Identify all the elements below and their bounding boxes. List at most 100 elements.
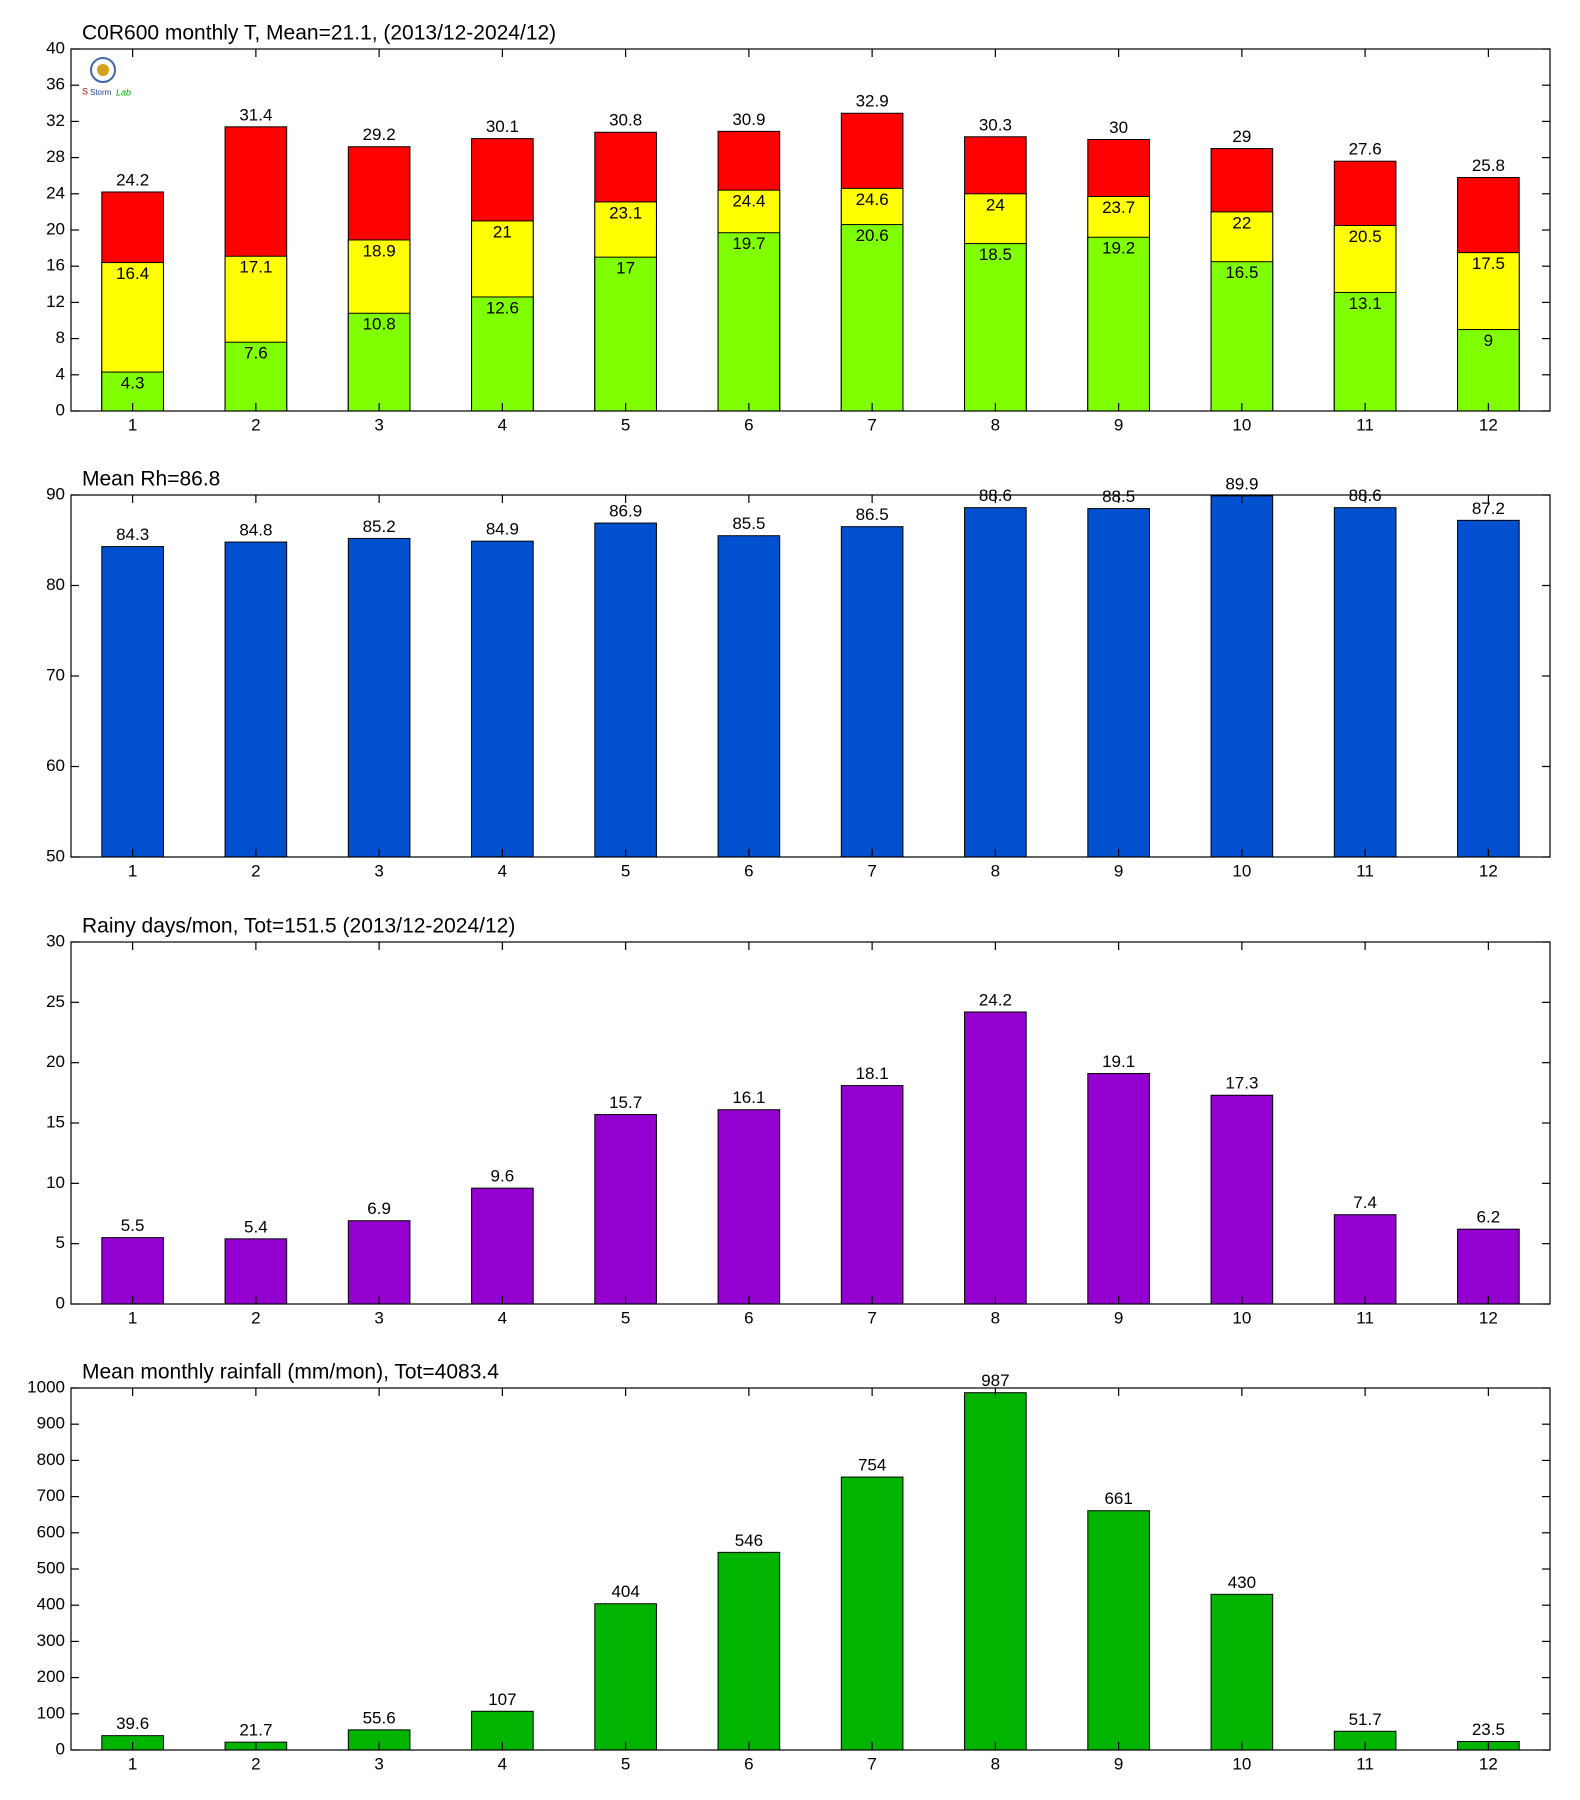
- svg-text:Storm: Storm: [90, 88, 112, 97]
- bar: [1457, 519, 1520, 858]
- y-tick-label: 8: [56, 328, 65, 347]
- y-tick-label: 200: [37, 1667, 65, 1686]
- y-tick-label: 28: [46, 147, 65, 166]
- value-label: 5.5: [121, 1216, 145, 1235]
- value-label: 18.5: [979, 245, 1012, 264]
- x-tick-label: 2: [251, 1308, 260, 1327]
- value-label: 21: [493, 222, 512, 241]
- x-tick-label: 11: [1356, 1754, 1374, 1773]
- svg-text:S: S: [82, 86, 88, 96]
- value-label: 10.8: [363, 315, 396, 334]
- value-label: 16.5: [1225, 263, 1258, 282]
- y-tick-label: 4: [56, 364, 65, 383]
- bar: [1087, 236, 1150, 412]
- bar: [964, 243, 1027, 412]
- x-tick-label: 10: [1232, 861, 1251, 880]
- x-tick-label: 1: [128, 1308, 137, 1327]
- value-label: 19.7: [732, 234, 765, 253]
- x-tick-label: 8: [991, 1754, 1000, 1773]
- bar: [347, 1220, 411, 1305]
- x-tick-label: 8: [991, 1308, 1000, 1327]
- y-tick-label: 600: [37, 1522, 65, 1541]
- x-tick-label: 6: [744, 1308, 753, 1327]
- y-tick-label: 20: [46, 219, 65, 238]
- y-tick-label: 800: [37, 1450, 65, 1469]
- y-tick-label: 32: [46, 111, 65, 130]
- y-tick-label: 30: [46, 931, 65, 950]
- bar: [840, 1085, 904, 1305]
- x-tick-label: 9: [1114, 1308, 1123, 1327]
- bar: [1457, 329, 1520, 412]
- x-tick-label: 3: [374, 415, 383, 434]
- value-label: 19.2: [1102, 239, 1135, 258]
- x-tick-label: 6: [744, 861, 753, 880]
- bar: [1210, 1094, 1274, 1305]
- value-label: 30.9: [732, 110, 765, 129]
- value-label: 661: [1104, 1489, 1132, 1508]
- y-tick-label: 20: [46, 1052, 65, 1071]
- x-tick-label: 3: [374, 861, 383, 880]
- value-label: 86.9: [609, 502, 642, 521]
- x-tick-label: 11: [1356, 1308, 1374, 1327]
- bar: [471, 296, 534, 412]
- value-label: 24.2: [979, 990, 1012, 1009]
- x-tick-label: 7: [867, 861, 876, 880]
- x-tick-label: 2: [251, 861, 260, 880]
- bar: [1210, 261, 1274, 412]
- value-label: 84.9: [486, 520, 519, 539]
- value-label: 17.1: [239, 258, 272, 277]
- y-tick-label: 60: [46, 756, 65, 775]
- value-label: 107: [488, 1690, 516, 1709]
- x-tick-label: 2: [251, 415, 260, 434]
- y-tick-label: 0: [56, 1739, 65, 1758]
- x-tick-label: 4: [498, 1754, 507, 1773]
- bar: [224, 341, 288, 412]
- svg-text:Lab: Lab: [116, 87, 131, 97]
- x-tick-label: 11: [1356, 415, 1374, 434]
- x-tick-label: 8: [991, 861, 1000, 880]
- bar: [1087, 1510, 1150, 1751]
- bar: [1457, 1228, 1520, 1305]
- bar: [594, 1603, 657, 1751]
- x-tick-label: 9: [1114, 415, 1123, 434]
- bar: [964, 507, 1027, 858]
- bar: [964, 1011, 1027, 1305]
- x-tick-label: 7: [867, 1754, 876, 1773]
- y-tick-label: 80: [46, 575, 65, 594]
- y-tick-label: 15: [46, 1112, 65, 1131]
- bar: [594, 1114, 657, 1305]
- plot-frame: [70, 494, 1551, 858]
- y-tick-label: 900: [37, 1414, 65, 1433]
- chart-title: Rainy days/mon, Tot=151.5 (2013/12-2024/…: [82, 915, 515, 938]
- bar: [594, 256, 657, 412]
- value-label: 84.3: [116, 525, 149, 544]
- value-label: 24.6: [856, 190, 889, 209]
- value-label: 89.9: [1225, 474, 1258, 493]
- bar: [717, 535, 781, 858]
- value-label: 25.8: [1472, 156, 1505, 175]
- y-tick-label: 300: [37, 1631, 65, 1650]
- x-tick-label: 12: [1479, 861, 1498, 880]
- x-tick-label: 5: [621, 415, 630, 434]
- y-tick-label: 0: [56, 1293, 65, 1312]
- value-label: 15.7: [609, 1093, 642, 1112]
- y-tick-label: 40: [46, 38, 65, 57]
- value-label: 84.8: [239, 521, 272, 540]
- value-label: 987: [981, 1371, 1009, 1390]
- x-tick-label: 3: [374, 1308, 383, 1327]
- x-tick-label: 10: [1232, 1308, 1251, 1327]
- value-label: 7.4: [1353, 1193, 1377, 1212]
- bar: [1210, 1593, 1274, 1751]
- bar: [224, 541, 288, 858]
- y-tick-label: 25: [46, 992, 65, 1011]
- bar: [840, 224, 904, 412]
- bar: [224, 1238, 288, 1305]
- bar: [1333, 507, 1397, 858]
- x-tick-label: 4: [498, 415, 507, 434]
- value-label: 22: [1232, 213, 1251, 232]
- y-tick-label: 400: [37, 1595, 65, 1614]
- bar: [101, 546, 164, 858]
- x-tick-label: 10: [1232, 415, 1251, 434]
- x-tick-label: 1: [128, 861, 137, 880]
